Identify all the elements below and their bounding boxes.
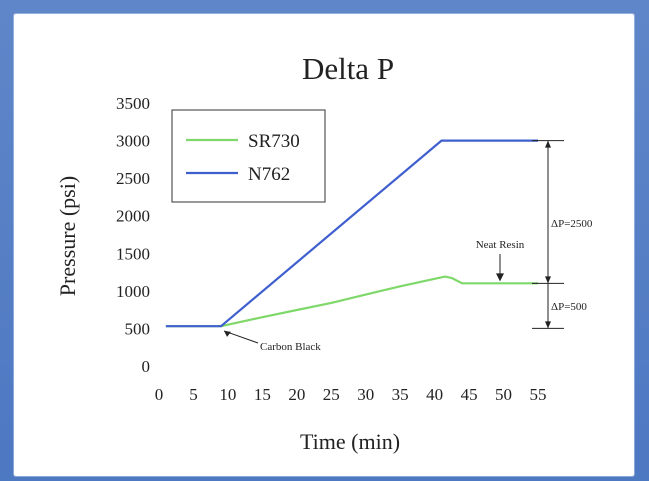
x-tick-label: 0 [155, 385, 164, 404]
y-axis-title: Pressure (psi) [55, 176, 80, 296]
delta-p-arrowhead-bottom [545, 321, 551, 329]
x-tick-label: 55 [530, 385, 547, 404]
x-tick-label: 50 [495, 385, 512, 404]
x-tick-label: 25 [323, 385, 340, 404]
x-tick-label: 40 [426, 385, 443, 404]
y-tick-label: 3000 [116, 132, 150, 151]
legend-label-sr730: SR730 [248, 131, 300, 152]
x-tick-label: 35 [392, 385, 409, 404]
x-tick-label: 5 [189, 385, 198, 404]
legend-box [171, 109, 326, 203]
delta-p-2500-label: ΔP=2500 [551, 218, 593, 230]
carbon-black-arrowhead [224, 330, 232, 337]
delta-p-arrowhead-top [545, 140, 551, 148]
y-tick-label: 2500 [116, 169, 150, 188]
y-tick-label: 0 [142, 357, 151, 376]
chart-panel [14, 14, 634, 476]
y-tick-label: 3500 [116, 94, 150, 113]
series-line-sr730 [165, 275, 538, 328]
x-axis-title: Time (min) [300, 429, 400, 454]
neat-resin-label: Neat Resin [476, 239, 525, 251]
y-tick-label: 1000 [116, 282, 150, 301]
series-line-n762 [165, 139, 538, 328]
x-tick-label: 30 [357, 385, 374, 404]
x-tick-label: 20 [288, 385, 305, 404]
delta-p-arrowhead-mid [545, 276, 551, 284]
chart-title: Delta P [302, 51, 394, 86]
y-tick-label: 1500 [116, 244, 150, 263]
delta-p-500-label: ΔP=500 [551, 301, 587, 313]
x-tick-label: 15 [254, 385, 271, 404]
neat-resin-arrowhead [496, 273, 504, 282]
y-tick-label: 500 [125, 319, 151, 338]
legend-label-n762: N762 [248, 164, 290, 185]
x-tick-label: 45 [461, 385, 478, 404]
carbon-black-label: Carbon Black [260, 341, 321, 353]
y-tick-label: 2000 [116, 207, 150, 226]
x-tick-label: 10 [219, 385, 236, 404]
